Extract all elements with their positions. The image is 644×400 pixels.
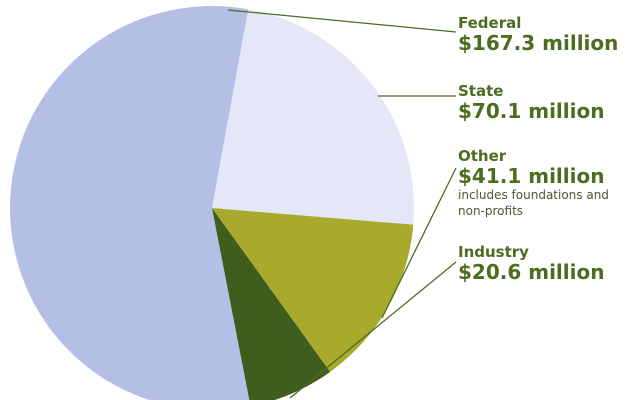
slice-name: Federal [458,14,522,32]
label-group: Other $41.1 million includes foundations… [458,147,638,219]
label-group: State $70.1 million [458,82,604,122]
annotation: includes foundations and non-profits [458,188,609,218]
leader-line [227,9,457,33]
slice-name: Other [458,147,507,165]
pie-slice [212,208,331,400]
leader-line [289,261,457,399]
label-group: Industry $20.6 million [458,243,604,283]
leader-line [381,167,457,319]
pie [10,6,414,400]
slice-name: Industry [458,243,529,261]
slice-value: $167.3 million [458,31,619,55]
slice-name: State [458,82,504,100]
slice-value: $41.1 million [458,164,605,188]
slice-value: $20.6 million [458,260,605,284]
pie-slice [212,9,414,225]
slice-value: $70.1 million [458,99,605,123]
pie-slice [212,208,414,372]
pie-slice [10,6,250,400]
label-group: Federal $167.3 million [458,14,618,54]
